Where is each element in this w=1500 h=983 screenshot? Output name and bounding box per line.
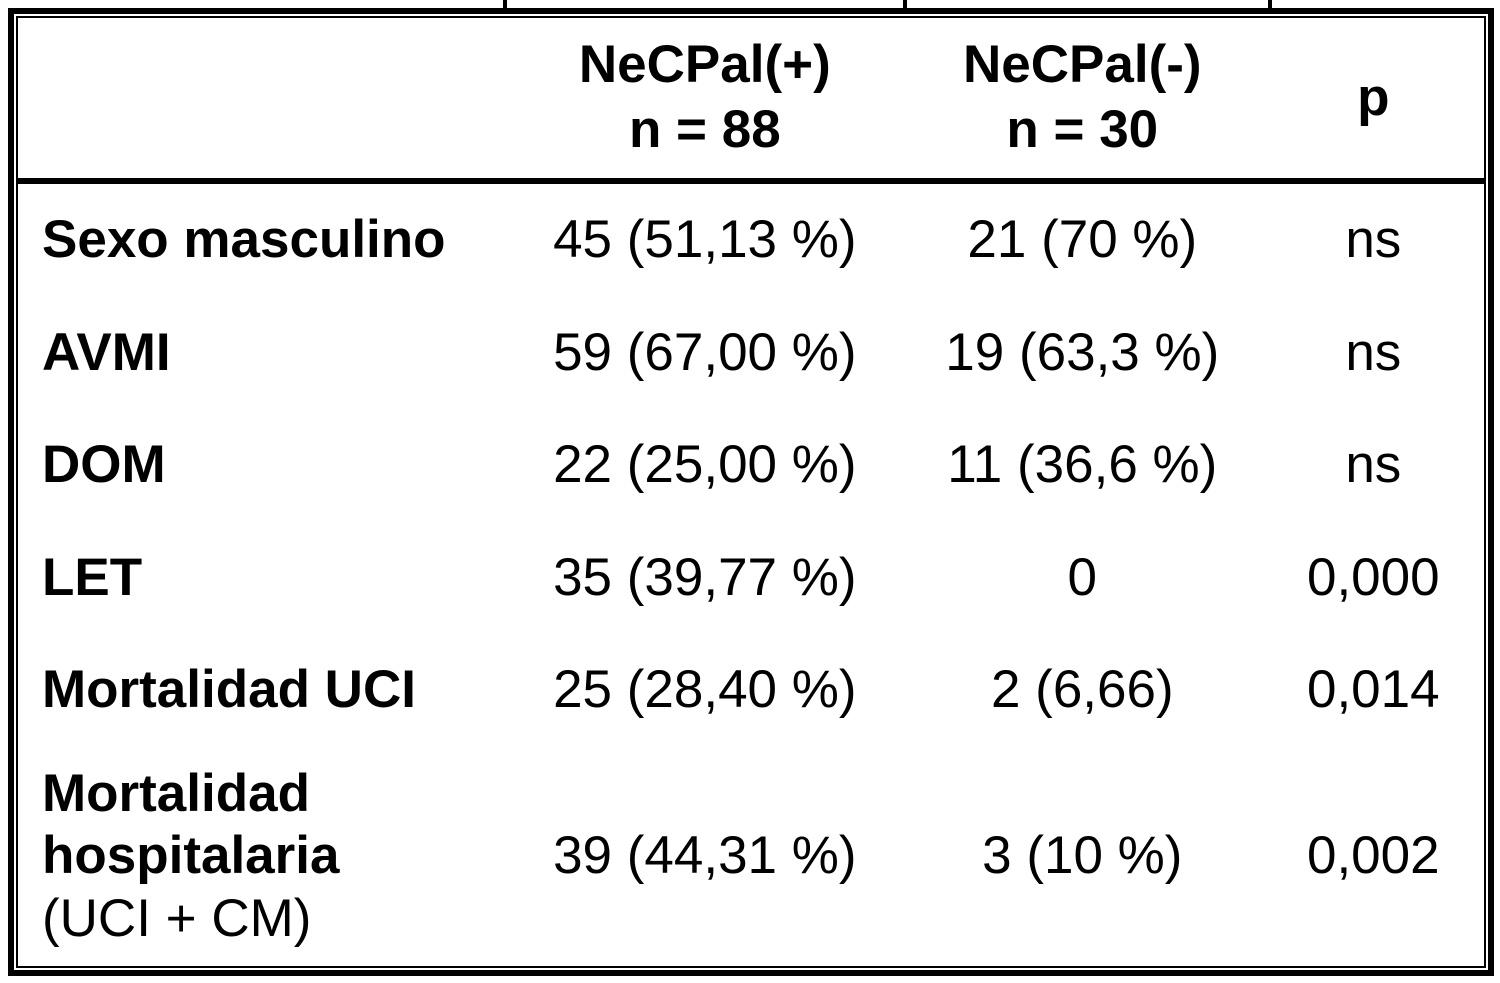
row-label-cell: DOM xyxy=(18,409,508,522)
row-label: Sexo masculino xyxy=(42,210,446,270)
row-label: Mortalidad hospitalaria xyxy=(42,763,340,886)
row-label: AVMI xyxy=(42,322,171,382)
header-necpal-positive: NeCPal(+) n = 88 xyxy=(507,18,902,184)
necpal-positive-value: 35 (39,77 %) xyxy=(553,547,857,607)
necpal-positive-value: 59 (67,00 %) xyxy=(553,322,857,382)
header-row: NeCPal(+) n = 88 NeCPal(-) n = 30 p xyxy=(18,18,1484,184)
row-label-cell: LET xyxy=(18,522,508,635)
header-necpal-positive-title: NeCPal(+) xyxy=(578,35,831,95)
row-label: DOM xyxy=(42,435,166,495)
header-necpal-negative-title: NeCPal(-) xyxy=(963,35,1202,95)
results-table: NeCPal(+) n = 88 NeCPal(-) n = 30 p xyxy=(18,18,1484,966)
necpal-positive-value: 22 (25,00 %) xyxy=(553,435,857,495)
necpal-positive-value: 45 (51,13 %) xyxy=(553,210,857,270)
table-row-let: LET 35 (39,77 %) 0 0,000 xyxy=(18,522,1484,635)
necpal-negative-value: 21 (70 %) xyxy=(967,210,1198,270)
row-label-cell: Mortalidad hospitalaria (UCI + CM) xyxy=(18,747,508,966)
table-outer-frame: NeCPal(+) n = 88 NeCPal(-) n = 30 p xyxy=(8,8,1494,976)
header-p-column: p xyxy=(1262,18,1484,184)
header-necpal-negative: NeCPal(-) n = 30 xyxy=(901,18,1263,184)
table-row-avmi: AVMI 59 (67,00 %) 19 (63,3 %) ns xyxy=(18,297,1484,410)
column-separator-tick xyxy=(503,0,507,9)
row-label: LET xyxy=(42,547,143,607)
p-value: ns xyxy=(1345,435,1402,495)
necpal-negative-value: 2 (6,66) xyxy=(990,660,1174,720)
header-necpal-negative-n: n = 30 xyxy=(1006,100,1159,159)
row-label-cell: Sexo masculino xyxy=(18,181,508,297)
column-separator-tick xyxy=(1268,0,1272,9)
necpal-positive-value: 39 (44,31 %) xyxy=(553,826,857,886)
table-row-sexo-masculino: Sexo masculino 45 (51,13 %) 21 (70 %) ns xyxy=(18,181,1484,297)
header-necpal-positive-n: n = 88 xyxy=(628,100,781,159)
p-value: ns xyxy=(1345,322,1402,382)
header-empty-cell xyxy=(18,18,508,184)
column-separator-tick xyxy=(903,0,907,9)
table-row-dom: DOM 22 (25,00 %) 11 (36,6 %) ns xyxy=(18,409,1484,522)
row-label: Mortalidad UCI xyxy=(42,660,416,720)
row-label-cell: AVMI xyxy=(18,297,508,410)
p-value: ns xyxy=(1345,210,1402,270)
p-value: 0,002 xyxy=(1306,826,1440,886)
necpal-negative-value: 11 (36,6 %) xyxy=(947,435,1218,495)
row-label-note: (UCI + CM) xyxy=(42,888,312,948)
row-label-cell: Mortalidad UCI xyxy=(18,634,508,747)
table-row-mortalidad-hospitalaria: Mortalidad hospitalaria (UCI + CM) 39 (4… xyxy=(18,747,1484,966)
necpal-negative-value: 19 (63,3 %) xyxy=(945,322,1220,382)
necpal-negative-value: 3 (10 %) xyxy=(982,826,1183,886)
p-value: 0,014 xyxy=(1306,660,1440,720)
table-inner-frame: NeCPal(+) n = 88 NeCPal(-) n = 30 p xyxy=(16,16,1486,968)
header-p-title: p xyxy=(1357,67,1390,127)
p-value: 0,000 xyxy=(1306,547,1440,607)
table-row-mortalidad-uci: Mortalidad UCI 25 (28,40 %) 2 (6,66) 0,0… xyxy=(18,634,1484,747)
necpal-negative-value: 0 xyxy=(1067,547,1098,607)
necpal-positive-value: 25 (28,40 %) xyxy=(553,660,857,720)
